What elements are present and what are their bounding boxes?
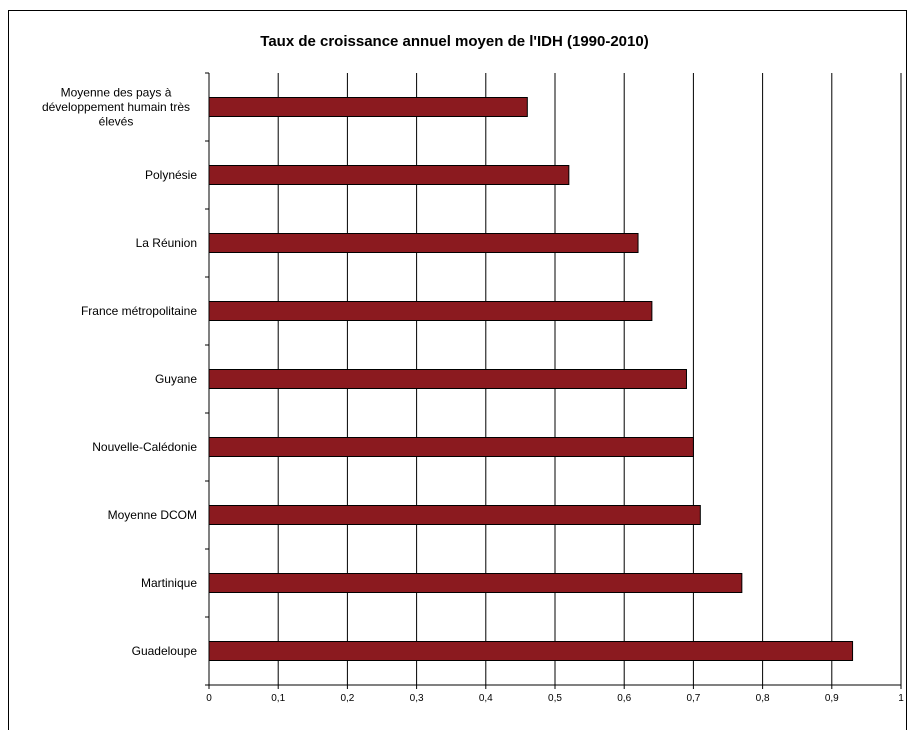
bar: [208, 301, 653, 321]
category-label: Moyenne DCOM: [108, 508, 197, 522]
x-tick-label: 0,1: [271, 693, 285, 704]
bar: [208, 641, 854, 661]
chart-title: Taux de croissance annuel moyen de l'IDH…: [260, 33, 649, 50]
x-tick-label: 0: [206, 693, 212, 704]
category-label: Guadeloupe: [132, 644, 198, 658]
x-tick-label: 0,5: [548, 693, 562, 704]
bar: [208, 573, 743, 593]
bar: [208, 165, 570, 185]
x-tick-label: 1: [898, 693, 904, 704]
bar: [208, 437, 694, 457]
x-tick-label: 0,2: [340, 693, 354, 704]
x-tick-label: 0,8: [756, 693, 770, 704]
category-label: Guyane: [155, 372, 197, 386]
category-label: La Réunion: [136, 236, 197, 250]
bar: [208, 233, 639, 253]
category-label: Martinique: [141, 576, 197, 590]
category-label: Moyenne des pays à développement humain t…: [42, 86, 190, 129]
x-tick-label: 0,4: [479, 693, 493, 704]
bar: [208, 369, 687, 389]
x-tick-label: 0,9: [825, 693, 839, 704]
x-tick-label: 0,6: [617, 693, 631, 704]
bar: [208, 97, 528, 117]
x-tick-label: 0,3: [410, 693, 424, 704]
category-label: France métropolitaine: [81, 304, 197, 318]
chart-frame: [8, 10, 907, 730]
x-tick-label: 0,7: [686, 693, 700, 704]
category-label: Polynésie: [145, 168, 197, 182]
category-label: Nouvelle-Calédonie: [92, 440, 197, 454]
bar: [208, 505, 701, 525]
